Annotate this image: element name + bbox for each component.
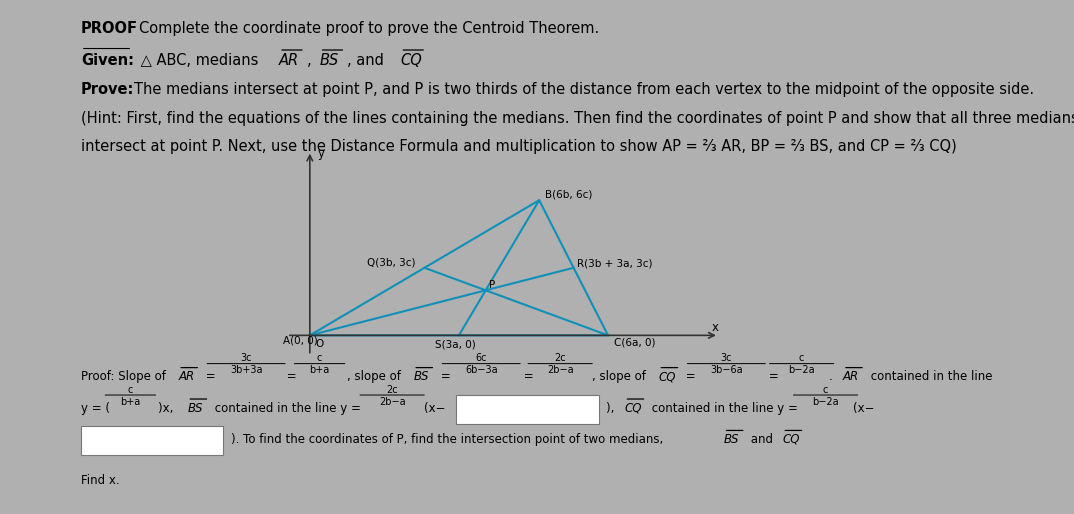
Text: AR: AR	[279, 52, 300, 67]
Text: Given:: Given:	[81, 52, 134, 67]
Text: 3b+3a: 3b+3a	[230, 365, 262, 375]
Text: BS: BS	[187, 401, 203, 414]
Text: , and: , and	[347, 52, 389, 67]
Text: (x−: (x−	[853, 401, 874, 414]
Text: 2c: 2c	[554, 353, 566, 363]
Text: b+a: b+a	[309, 365, 330, 375]
Text: B(6b, 6c): B(6b, 6c)	[545, 190, 592, 199]
Text: , slope of: , slope of	[592, 370, 650, 383]
Text: P: P	[490, 280, 496, 290]
Text: y = (: y = (	[81, 401, 110, 414]
Text: b−2a: b−2a	[812, 396, 839, 407]
Text: R(3b + 3a, 3c): R(3b + 3a, 3c)	[578, 259, 653, 269]
Text: A(0, 0): A(0, 0)	[284, 335, 318, 345]
Text: ,: ,	[307, 52, 316, 67]
Text: CQ: CQ	[658, 370, 676, 383]
Text: 6b−3a: 6b−3a	[465, 365, 497, 375]
Text: BS: BS	[724, 433, 739, 446]
Text: BS: BS	[413, 370, 429, 383]
Text: c: c	[823, 384, 828, 395]
Text: 6c: 6c	[476, 353, 487, 363]
Text: contained in the line y =: contained in the line y =	[649, 401, 802, 414]
Text: y: y	[318, 148, 324, 160]
Text: x: x	[711, 321, 719, 334]
Text: CQ: CQ	[401, 52, 422, 67]
FancyBboxPatch shape	[456, 395, 598, 424]
Text: AR: AR	[843, 370, 859, 383]
Text: (x−: (x−	[424, 401, 446, 414]
Text: intersect at point P. Next, use the Distance Formula and multiplication to show : intersect at point P. Next, use the Dist…	[81, 139, 957, 154]
Text: The medians intersect at point P, and P is two thirds of the distance from each : The medians intersect at point P, and P …	[134, 82, 1034, 98]
Text: =: =	[765, 370, 782, 383]
Text: AR: AR	[178, 370, 194, 383]
Text: C(6a, 0): C(6a, 0)	[613, 338, 655, 347]
Text: PROOF: PROOF	[81, 21, 137, 36]
Text: =: =	[682, 370, 699, 383]
FancyBboxPatch shape	[81, 427, 223, 455]
Text: b−2a: b−2a	[788, 365, 815, 375]
Text: =: =	[520, 370, 537, 383]
Text: b+a: b+a	[120, 396, 141, 407]
Text: BS: BS	[320, 52, 338, 67]
Text: ). To find the coordinates of P, find the intersection point of two medians,: ). To find the coordinates of P, find th…	[231, 433, 667, 446]
Text: c: c	[799, 353, 804, 363]
Text: .: .	[829, 370, 837, 383]
Text: =: =	[282, 370, 301, 383]
Text: 2b−a: 2b−a	[379, 396, 406, 407]
Text: CQ: CQ	[782, 433, 800, 446]
Text: O: O	[316, 339, 323, 348]
Text: △ ABC, medians: △ ABC, medians	[136, 52, 263, 67]
Text: ),: ),	[606, 401, 619, 414]
Text: Prove:: Prove:	[81, 82, 134, 98]
Text: 3c: 3c	[721, 353, 732, 363]
Text: Q(3b, 3c): Q(3b, 3c)	[367, 258, 416, 267]
Text: CQ: CQ	[624, 401, 642, 414]
Text: c: c	[128, 384, 133, 395]
Text: )x,: )x,	[158, 401, 177, 414]
Text: Find x.: Find x.	[81, 474, 119, 487]
Text: 2c: 2c	[387, 384, 398, 395]
Text: S(3a, 0): S(3a, 0)	[435, 340, 476, 350]
Text: and: and	[748, 433, 778, 446]
Text: =: =	[202, 370, 219, 383]
Text: 3c: 3c	[241, 353, 252, 363]
Text: contained in the line y =: contained in the line y =	[212, 401, 365, 414]
Text: contained in the line: contained in the line	[867, 370, 992, 383]
Text: 3b−6a: 3b−6a	[710, 365, 743, 375]
Text: Proof: Slope of: Proof: Slope of	[81, 370, 170, 383]
Text: Complete the coordinate proof to prove the Centroid Theorem.: Complete the coordinate proof to prove t…	[139, 21, 599, 36]
Text: (Hint: First, find the equations of the lines containing the medians. Then find : (Hint: First, find the equations of the …	[81, 112, 1074, 126]
Text: =: =	[437, 370, 454, 383]
Text: , slope of: , slope of	[347, 370, 405, 383]
Text: 2b−a: 2b−a	[547, 365, 574, 375]
Text: c: c	[317, 353, 322, 363]
